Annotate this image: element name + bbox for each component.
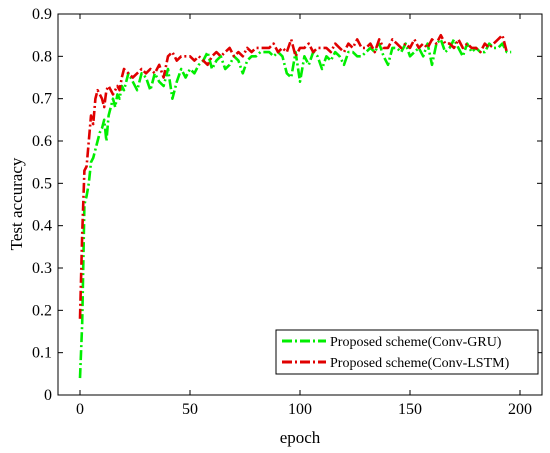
axis-ticks: 0 50 100 150 200 0 0.1 0.2 0.3 0.4 0.5 0.6 0.7 0.8 0.9 (32, 6, 542, 418)
series-line-conv-lstm (78, 33, 509, 319)
legend: Proposed scheme(Conv-GRU) Proposed schem… (275, 329, 539, 375)
series-line-conv-gru (78, 38, 512, 379)
legend-label-conv-lstm: Proposed scheme(Conv-LSTM) (330, 356, 510, 371)
x-tick-label: 0 (76, 401, 84, 418)
x-tick-label: 100 (288, 401, 312, 418)
legend-label-conv-gru: Proposed scheme(Conv-GRU) (330, 335, 502, 350)
y-tick-label: 0.6 (32, 133, 52, 150)
y-tick-label: 0.5 (32, 175, 52, 192)
series-layer (78, 33, 512, 379)
y-tick-label: 0.4 (32, 218, 52, 235)
legend-box (275, 329, 539, 375)
x-tick-label: 200 (508, 401, 532, 418)
y-tick-label: 0.8 (32, 48, 52, 65)
x-axis-label: epoch (280, 428, 321, 447)
y-axis-label: Test accuracy (7, 157, 26, 250)
x-tick-label: 50 (182, 401, 198, 418)
y-tick-label: 0.3 (32, 260, 52, 277)
y-tick-label: 0.7 (32, 91, 52, 108)
x-tick-label: 150 (398, 401, 422, 418)
y-tick-label: 0.1 (32, 345, 52, 362)
y-tick-label: 0 (44, 387, 52, 404)
y-tick-label: 0.2 (32, 302, 52, 319)
y-tick-label: 0.9 (32, 6, 52, 23)
